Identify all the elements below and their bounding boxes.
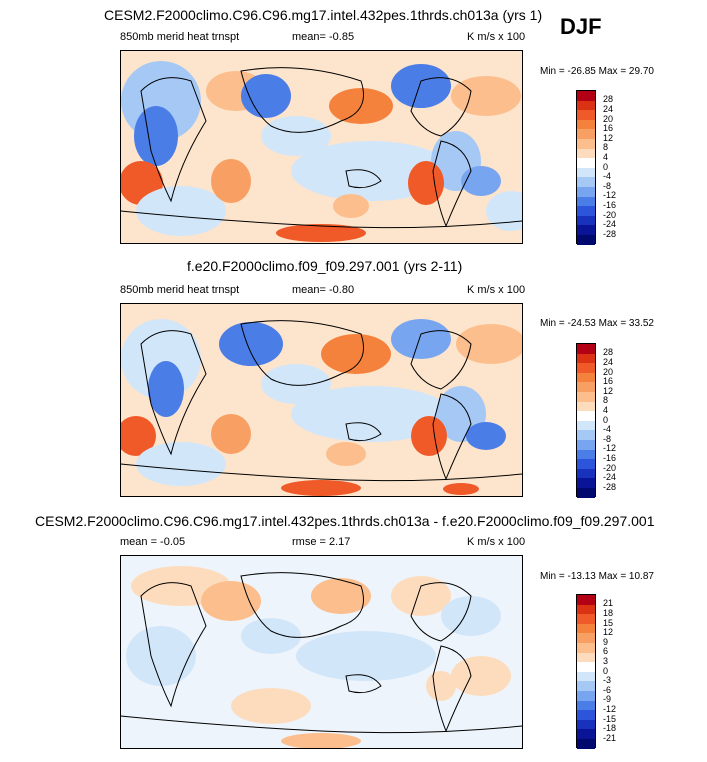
panel-2-cbar-tick: 8: [603, 395, 609, 405]
panel-1-cbar-tick: 16: [603, 123, 614, 133]
panel-2-cbar-tick: -20: [603, 463, 617, 473]
panel-3-field: [121, 556, 522, 748]
panel-3-cbar-tick: 3: [603, 656, 609, 666]
panel-3-cbar-tick: -21: [603, 733, 617, 743]
panel-3-cbar-tick: -18: [603, 723, 617, 733]
panel-3-units-label: K m/s x 100: [467, 536, 526, 548]
panel-3-cbar-tick: 15: [603, 618, 614, 628]
panel-3-cbar-tick: -3: [603, 675, 612, 685]
panel-2-cbar-tick: -12: [603, 443, 617, 453]
panel-3-cbar-tick: 12: [603, 627, 614, 637]
panel-1-field: [121, 51, 522, 243]
panel-1-cbar-tick: 0: [603, 162, 609, 172]
panel-2-colorbar: [576, 343, 596, 498]
panel-2-cbar-tick: -16: [603, 453, 617, 463]
panel-1-colorbar: [576, 90, 596, 245]
panel-3-rmse-label: rmse = 2.17: [292, 536, 351, 548]
panel-2-minmax: Min = -24.53 Max = 33.52: [540, 318, 654, 329]
panel-3-cbar-tick: -9: [603, 694, 612, 704]
panel-3-cbar-tick: -12: [603, 704, 617, 714]
panel-3-cbar-tick: -15: [603, 714, 617, 724]
panel-3-minmax: Min = -13.13 Max = 10.87: [540, 571, 654, 582]
panel-3-title: CESM2.F2000climo.C96.C96.mg17.intel.432p…: [35, 513, 655, 529]
panel-1-title: CESM2.F2000climo.C96.C96.mg17.intel.432p…: [104, 7, 543, 23]
panel-1-minmax: Min = -26.85 Max = 29.70: [540, 66, 654, 77]
panel-2-title: f.e20.F2000climo.f09_f09.297.001 (yrs 2-…: [187, 258, 463, 274]
panel-3-cbar-tick: 9: [603, 637, 609, 647]
panel-1-mean-label: mean= -0.85: [292, 31, 355, 43]
panel-2-field: [121, 304, 522, 496]
panel-2-cbar-tick: 24: [603, 357, 614, 367]
panel-2-cbar-tick: -24: [603, 472, 617, 482]
panel-2-cbar-tick: 12: [603, 386, 614, 396]
panel-1-cbar-tick: 24: [603, 104, 614, 114]
panel-3-colorbar: [576, 594, 596, 749]
panel-1-cbar-tick: -24: [603, 219, 617, 229]
panel-1-cbar-tick: -16: [603, 200, 617, 210]
panel-2-cbar-tick: 0: [603, 415, 609, 425]
panel-2-map: [120, 303, 523, 497]
panel-2-variable-label: 850mb merid heat trnspt: [120, 284, 240, 296]
panel-1-cbar-tick: 12: [603, 133, 614, 143]
panel-1-cbar-tick: -20: [603, 210, 617, 220]
panel-2-cbar-tick: 20: [603, 367, 614, 377]
panel-2-cbar-tick: 28: [603, 347, 614, 357]
panel-1-map: [120, 50, 523, 244]
panel-2-cbar-tick: -28: [603, 482, 617, 492]
panel-3-cbar-tick: 6: [603, 646, 609, 656]
panel-1-units-label: K m/s x 100: [467, 31, 526, 43]
panel-2-cbar-tick: -8: [603, 434, 612, 444]
panel-2-cbar-tick: -4: [603, 424, 612, 434]
panel-1-cbar-tick: 28: [603, 94, 614, 104]
panel-1-cbar-tick: 8: [603, 142, 609, 152]
panel-3-map: [120, 555, 523, 749]
panel-2-mean-label: mean= -0.80: [292, 284, 355, 296]
panel-1-cbar-tick: -12: [603, 190, 617, 200]
panel-1-cbar-tick: 20: [603, 114, 614, 124]
panel-1-cbar-tick: -4: [603, 171, 612, 181]
season-label: DJF: [560, 14, 602, 39]
panel-1-variable-label: 850mb merid heat trnspt: [120, 31, 240, 43]
panel-2-cbar-tick: 16: [603, 376, 614, 386]
panel-3-cbar-tick: 0: [603, 666, 609, 676]
panel-1-cbar-tick: -28: [603, 229, 617, 239]
panel-3-cbar-tick: 21: [603, 598, 614, 608]
panel-1-cbar-tick: -8: [603, 181, 612, 191]
panel-2-units-label: K m/s x 100: [467, 284, 526, 296]
panel-3-cbar-tick: -6: [603, 685, 612, 695]
panel-3-cbar-tick: 18: [603, 608, 614, 618]
panel-2-cbar-tick: 4: [603, 405, 609, 415]
panel-3-mean-label: mean = -0.05: [120, 536, 186, 548]
panel-1-cbar-tick: 4: [603, 152, 609, 162]
